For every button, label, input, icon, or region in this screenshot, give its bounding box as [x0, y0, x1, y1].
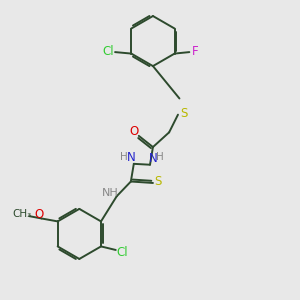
Text: CH₃: CH₃	[12, 209, 32, 219]
Text: O: O	[130, 125, 139, 138]
Text: Cl: Cl	[102, 45, 113, 58]
Text: N: N	[148, 152, 157, 165]
Text: H: H	[120, 152, 128, 162]
Text: S: S	[154, 175, 162, 188]
Text: Cl: Cl	[116, 246, 128, 259]
Text: NH: NH	[102, 188, 119, 198]
Text: F: F	[192, 45, 199, 58]
Text: S: S	[180, 107, 188, 120]
Text: N: N	[127, 151, 136, 164]
Text: H: H	[156, 152, 164, 162]
Text: O: O	[34, 208, 43, 220]
